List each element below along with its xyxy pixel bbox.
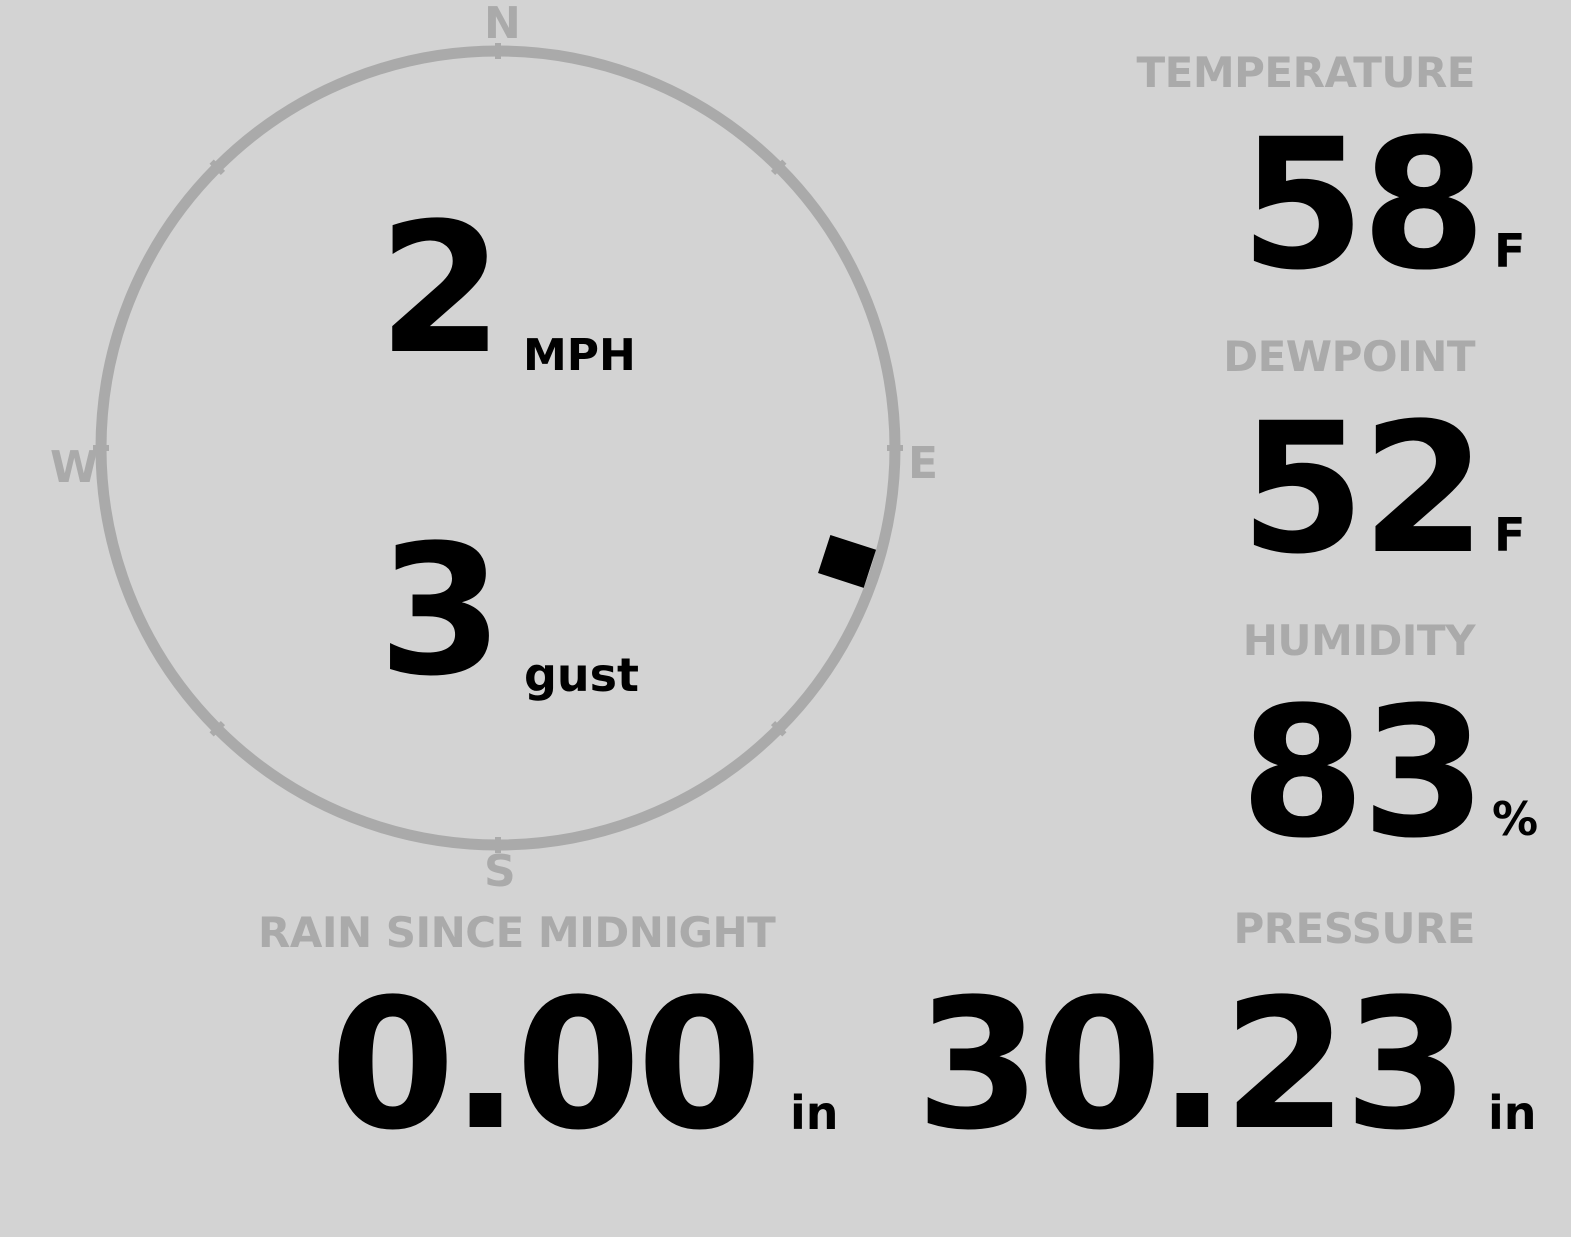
rain-value: 0.00 <box>330 961 762 1170</box>
compass-tick <box>770 159 787 176</box>
pressure-unit: in <box>1488 1086 1537 1140</box>
compass-south: S <box>484 846 516 897</box>
dewpoint-value: 52 <box>1240 385 1486 594</box>
wind-speed-unit: MPH <box>523 330 636 381</box>
wind-speed-value: 2 <box>378 185 503 394</box>
compass-tick <box>770 720 787 737</box>
humidity-label: HUMIDITY <box>1242 616 1476 665</box>
compass-tick <box>209 720 226 737</box>
compass-north: N <box>484 0 521 49</box>
temperature-label: TEMPERATURE <box>1136 48 1476 97</box>
temperature-unit: F <box>1494 224 1526 278</box>
humidity-value: 83 <box>1240 669 1486 878</box>
temperature-value: 58 <box>1240 101 1486 310</box>
dewpoint-label: DEWPOINT <box>1223 332 1475 381</box>
wind-gust-label: gust <box>524 648 640 702</box>
compass-east: E <box>908 438 939 489</box>
compass-tick <box>209 159 226 176</box>
dewpoint-unit: F <box>1494 508 1526 562</box>
rain-unit: in <box>790 1086 839 1140</box>
wind-compass <box>93 43 903 853</box>
wind-gust-value: 3 <box>378 507 503 716</box>
pressure-value: 30.23 <box>915 961 1469 1170</box>
rain-label: RAIN SINCE MIDNIGHT <box>258 908 776 957</box>
pressure-label: PRESSURE <box>1233 904 1475 953</box>
compass-ticks <box>93 43 903 853</box>
humidity-unit: % <box>1492 792 1539 846</box>
wind-direction-marker <box>818 534 877 588</box>
compass-west: W <box>50 442 99 493</box>
